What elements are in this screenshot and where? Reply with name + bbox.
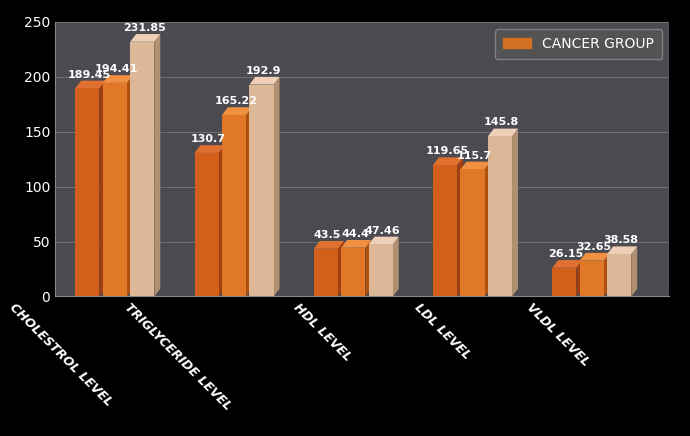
Text: 115.7: 115.7	[457, 150, 492, 160]
Polygon shape	[460, 162, 491, 169]
Polygon shape	[580, 253, 610, 261]
Bar	[342, 248, 366, 296]
Bar	[607, 254, 631, 296]
Polygon shape	[249, 77, 279, 85]
Polygon shape	[103, 75, 133, 83]
Text: 231.85: 231.85	[123, 23, 166, 33]
Bar	[249, 85, 273, 296]
Text: 38.58: 38.58	[604, 235, 638, 245]
Bar	[130, 42, 155, 296]
Text: 145.8: 145.8	[484, 117, 520, 127]
Polygon shape	[338, 241, 344, 296]
Legend: CANCER GROUP: CANCER GROUP	[495, 29, 662, 59]
Polygon shape	[342, 240, 371, 248]
Polygon shape	[393, 237, 399, 296]
Text: 165.22: 165.22	[215, 96, 257, 106]
Polygon shape	[195, 145, 225, 153]
Polygon shape	[488, 129, 518, 136]
Polygon shape	[222, 107, 252, 115]
Polygon shape	[219, 145, 225, 296]
Polygon shape	[314, 241, 344, 249]
Bar	[580, 261, 604, 296]
Text: 189.45: 189.45	[68, 69, 111, 79]
Bar	[195, 153, 219, 296]
Text: 119.65: 119.65	[425, 146, 469, 156]
Polygon shape	[512, 129, 518, 296]
Bar	[433, 165, 457, 296]
Text: 43.5: 43.5	[314, 230, 342, 240]
Polygon shape	[576, 260, 582, 296]
Polygon shape	[75, 81, 106, 89]
Bar	[552, 268, 576, 296]
Polygon shape	[607, 246, 638, 254]
Bar	[314, 249, 338, 296]
Polygon shape	[457, 157, 463, 296]
Polygon shape	[433, 157, 463, 165]
Polygon shape	[368, 237, 399, 244]
Polygon shape	[366, 240, 371, 296]
Text: 26.15: 26.15	[549, 249, 584, 259]
Polygon shape	[273, 77, 279, 296]
Text: 194.41: 194.41	[95, 64, 138, 74]
Bar	[222, 115, 246, 296]
Polygon shape	[99, 81, 106, 296]
Polygon shape	[130, 34, 160, 42]
Polygon shape	[246, 107, 252, 296]
Bar	[460, 169, 484, 296]
Text: 44.4: 44.4	[341, 229, 369, 239]
Text: 130.7: 130.7	[191, 134, 226, 144]
Bar	[368, 244, 393, 296]
Text: 192.9: 192.9	[246, 66, 281, 76]
Text: 32.65: 32.65	[576, 242, 611, 252]
Polygon shape	[552, 260, 582, 268]
Text: 47.46: 47.46	[365, 225, 400, 235]
Bar	[488, 136, 512, 296]
Polygon shape	[155, 34, 160, 296]
Bar	[75, 89, 99, 296]
Bar	[103, 83, 127, 296]
Polygon shape	[127, 75, 133, 296]
Polygon shape	[631, 246, 638, 296]
Polygon shape	[484, 162, 491, 296]
Polygon shape	[604, 253, 610, 296]
